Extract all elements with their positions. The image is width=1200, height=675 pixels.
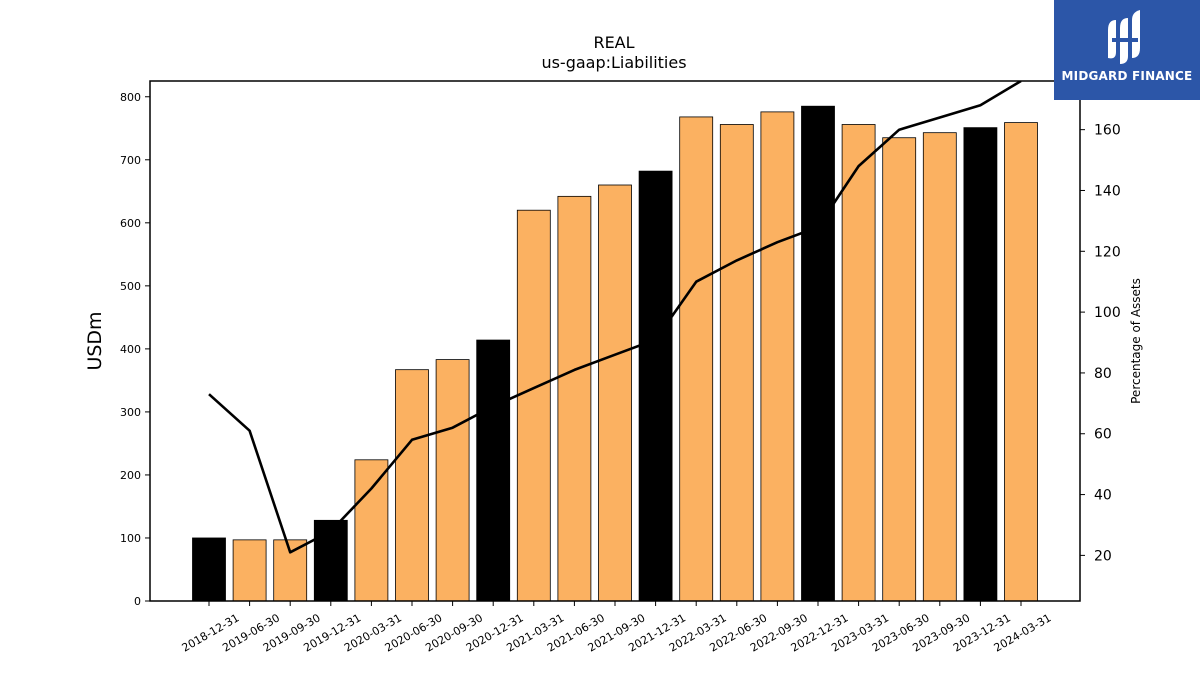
x-axis: 2018-12-312019-06-302019-09-302019-12-31… [180, 601, 1054, 655]
brand-logo: MIDGARD FINANCE [1054, 0, 1200, 100]
bar-2024-03-31 [1004, 122, 1038, 602]
bar-2020-09-30 [435, 359, 470, 602]
bar-2021-09-30 [598, 184, 632, 602]
chart-title: REAL [593, 33, 634, 52]
midgard-logo-icon [1108, 10, 1140, 64]
bars-layer [192, 105, 1038, 602]
bar-2019-06-30 [232, 539, 267, 602]
y-tick-label: 600 [120, 217, 141, 230]
y-tick-label: 0 [134, 595, 141, 608]
y-tick-label: 200 [120, 469, 141, 482]
y-tick-label: 400 [120, 343, 141, 356]
y-right-tick-label: 160 [1094, 123, 1121, 139]
bar-2023-12-31 [963, 127, 998, 602]
percentage-of-assets-line [208, 81, 1022, 554]
y-right-tick-label: 120 [1094, 244, 1121, 260]
bar-2021-03-31 [516, 209, 551, 602]
bar-2021-06-30 [557, 195, 592, 602]
bar-2020-06-30 [395, 369, 429, 602]
bar-2023-03-31 [841, 124, 876, 602]
bar-2022-12-31 [801, 105, 835, 602]
bar-2020-12-31 [476, 339, 511, 602]
brand-name: MIDGARD FINANCE [1061, 69, 1193, 83]
bar-2019-12-31 [313, 519, 348, 602]
y-axis-label: USDm [84, 311, 106, 370]
line-layer [208, 81, 1022, 554]
y-right-tick-label: 60 [1094, 427, 1112, 443]
bar-2023-09-30 [922, 132, 957, 602]
y-tick-label: 100 [120, 532, 141, 545]
y-tick-label: 500 [120, 280, 141, 293]
left-axis: 0 100 200 300 400 500 600 700 800 [120, 91, 150, 608]
y-axis-right-label: Percentage of Assets [1129, 278, 1143, 404]
bar-2020-03-31 [354, 459, 389, 602]
y-right-tick-label: 20 [1094, 548, 1112, 564]
y-tick-label: 700 [120, 154, 141, 167]
bar-2022-03-31 [679, 116, 714, 602]
y-right-tick-label: 80 [1094, 366, 1112, 382]
bar-2021-12-31 [638, 170, 673, 602]
y-tick-label: 300 [120, 406, 141, 419]
right-axis: 20 40 60 80 100 120 140 160 [1080, 123, 1121, 564]
bar-2018-12-31 [192, 537, 226, 602]
bar-2022-06-30 [719, 124, 754, 602]
chart-subtitle: us-gaap:Liabilities [541, 53, 686, 72]
y-right-tick-label: 100 [1094, 305, 1121, 321]
y-right-tick-label: 140 [1094, 183, 1121, 199]
y-right-tick-label: 40 [1094, 488, 1112, 504]
bar-2022-09-30 [760, 111, 795, 602]
bar-2023-06-30 [882, 137, 917, 602]
y-tick-label: 800 [120, 91, 141, 104]
